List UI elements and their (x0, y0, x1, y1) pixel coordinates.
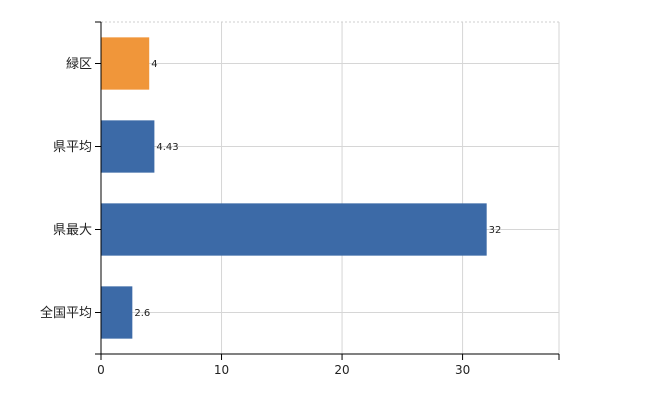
category-label-1: 緑区 (66, 57, 92, 72)
bar-3 (101, 203, 487, 256)
grid (101, 21, 560, 354)
axes (95, 21, 560, 360)
bars (101, 37, 487, 339)
x-tick-label: 10 (214, 363, 229, 377)
category-label-2: 県平均 (53, 140, 92, 155)
data-label-1: 4 (151, 59, 157, 70)
bar-4 (101, 286, 133, 339)
x-tick-label: 0 (97, 363, 105, 377)
data-label-4: 2.6 (134, 308, 150, 319)
x-tick-label: 20 (334, 363, 349, 377)
data-label-2: 4.43 (156, 142, 178, 153)
bar-2 (101, 120, 155, 173)
bar-1 (101, 37, 150, 90)
category-label-3: 県最大 (53, 223, 92, 238)
x-tick-label: 30 (455, 363, 470, 377)
category-label-4: 全国平均 (40, 305, 92, 321)
data-label-3: 32 (489, 225, 502, 236)
labels: 4 緑区 4.43 県平均 32 県最大 2.6 全国平均 0 10 20 30 (40, 57, 501, 377)
